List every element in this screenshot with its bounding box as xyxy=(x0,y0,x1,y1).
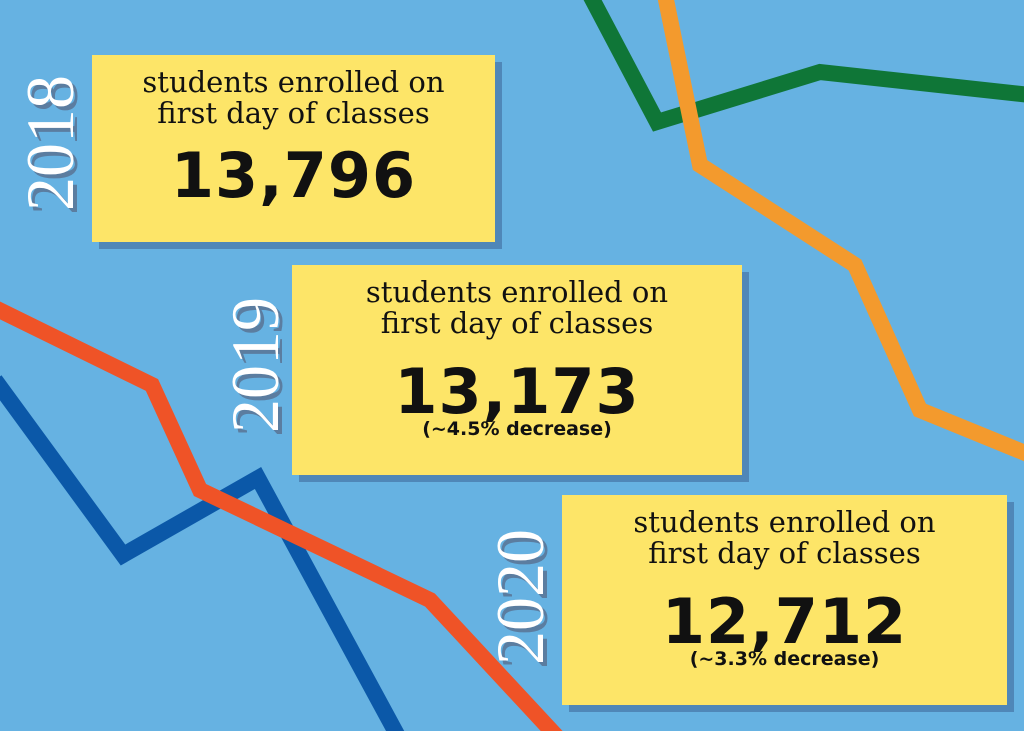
label-line: first day of classes xyxy=(648,536,921,570)
year: 2019 xyxy=(217,297,293,433)
card-value: 13,796 xyxy=(170,139,417,212)
orange-line xyxy=(657,0,1024,462)
card-change: (~3.3% decrease) xyxy=(689,648,880,670)
label-line: students enrolled on xyxy=(142,65,445,99)
card: students enrolled on first day of classes… xyxy=(92,55,495,242)
label-line: students enrolled on xyxy=(365,275,669,309)
year: 2020 xyxy=(482,529,558,665)
green-line xyxy=(583,0,1024,132)
card-change: (~4.5% decrease) xyxy=(422,418,612,440)
label-line: first day of classes xyxy=(380,306,654,340)
card: students enrolled on first day of classes… xyxy=(562,495,1007,705)
card: students enrolled on first day of classes… xyxy=(292,265,742,475)
card-value: 12,712 xyxy=(661,585,908,658)
blue-line xyxy=(0,375,405,731)
card-value: 13,173 xyxy=(394,355,640,428)
card-label: students enrolled on first day of classes xyxy=(562,507,1007,569)
card-label: students enrolled on first day of classes xyxy=(92,67,495,129)
red-line xyxy=(0,301,563,731)
year: 2018 xyxy=(12,75,88,211)
label-line: first day of classes xyxy=(157,96,430,130)
card-label: students enrolled on first day of classes xyxy=(292,277,742,339)
label-line: students enrolled on xyxy=(633,505,936,539)
